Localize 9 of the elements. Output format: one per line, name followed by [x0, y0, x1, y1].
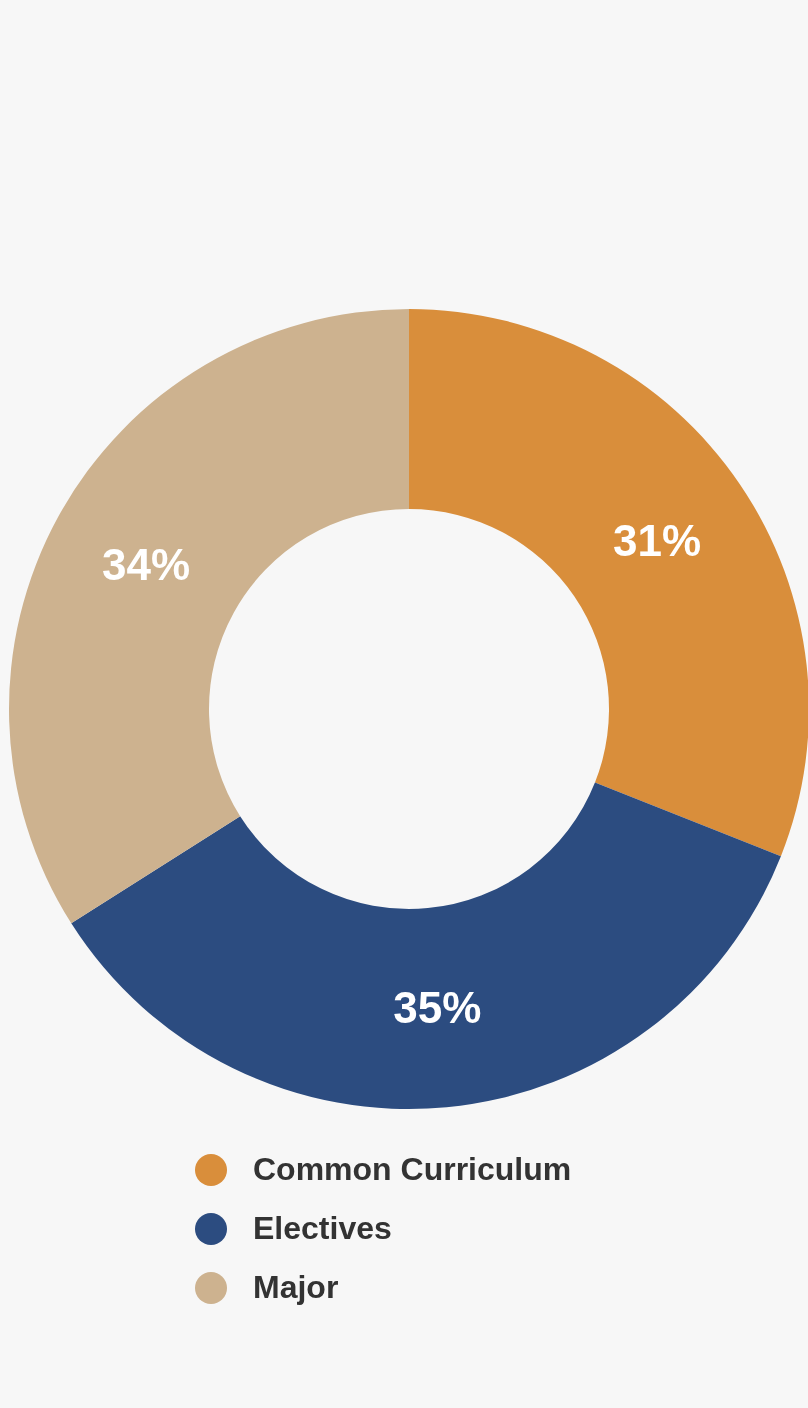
- data-label: 35%: [393, 983, 482, 1033]
- legend-label: Electives: [253, 1210, 392, 1247]
- donut-slice: [409, 309, 808, 857]
- donut-slice: [9, 309, 409, 924]
- legend-label: Major: [253, 1269, 339, 1306]
- data-label: 31%: [613, 515, 702, 565]
- data-label: 34%: [102, 539, 191, 589]
- donut-slice: [71, 782, 781, 1109]
- legend-label: Common Curriculum: [253, 1151, 572, 1188]
